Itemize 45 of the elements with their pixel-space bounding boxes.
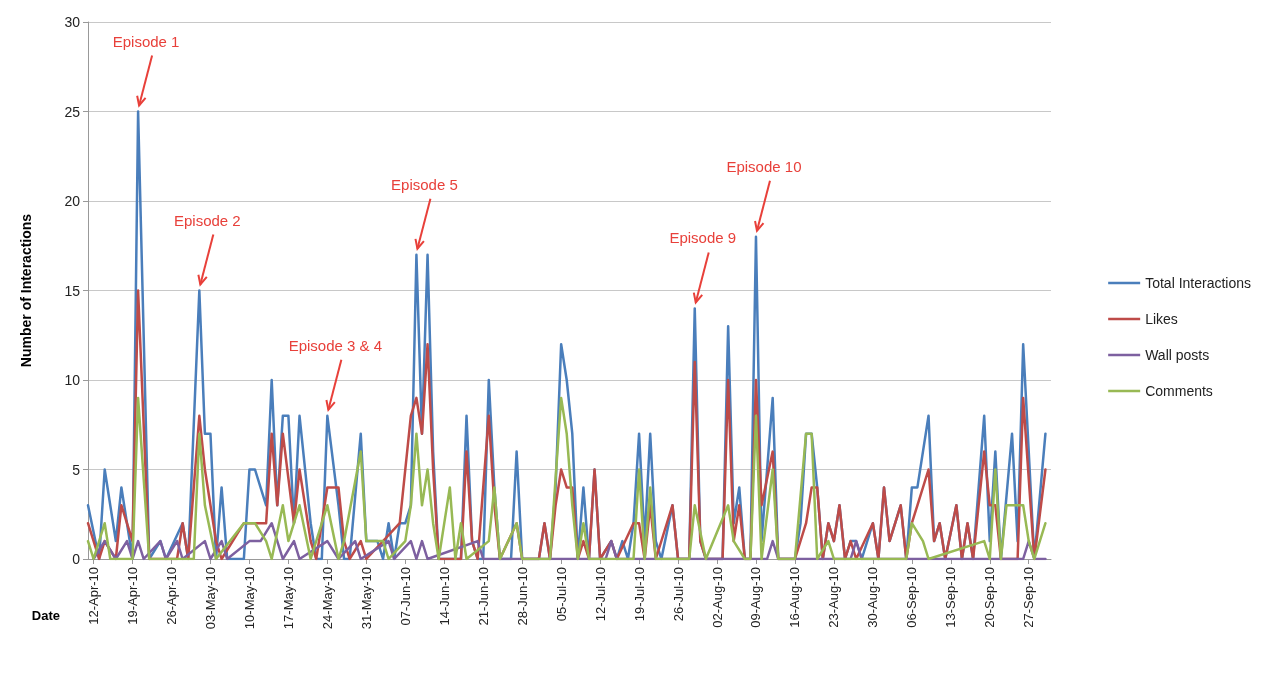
- x-tick-label: 30-Aug-10: [865, 567, 881, 628]
- legend-label: Comments: [1145, 383, 1213, 399]
- x-tick-label: 19-Apr-10: [125, 567, 141, 625]
- legend-label: Total Interactions: [1145, 275, 1252, 291]
- x-tick-label: 12-Apr-10: [86, 567, 102, 625]
- x-tick-label: 21-Jun-10: [475, 567, 491, 626]
- y-tick-label: 20: [64, 193, 81, 209]
- legend-label: Likes: [1145, 311, 1178, 327]
- annotation: Episode 1: [112, 32, 180, 50]
- x-tick-label: 13-Sep-10: [943, 567, 959, 628]
- x-tick-label: 31-May-10: [358, 567, 374, 630]
- annotation: Episode 2: [173, 211, 241, 229]
- x-tick-label: 06-Sep-10: [904, 567, 920, 628]
- x-tick-label: 14-Jun-10: [436, 567, 452, 626]
- x-tick-label: 19-Jul-10: [631, 567, 647, 622]
- x-tick-label: 17-May-10: [280, 567, 296, 630]
- x-tick-label: 24-May-10: [319, 567, 335, 630]
- x-tick-label: 09-Aug-10: [748, 567, 764, 628]
- x-tick-label: 10-May-10: [241, 567, 257, 630]
- x-tick-label: 23-Aug-10: [826, 567, 842, 628]
- x-tick-label: 03-May-10: [202, 567, 218, 630]
- x-tick-label: 16-Aug-10: [787, 567, 803, 628]
- x-tick-label: 27-Sep-10: [1021, 567, 1037, 628]
- y-tick-label: 30: [64, 14, 81, 30]
- x-tick-label: 26-Apr-10: [164, 567, 179, 625]
- x-tick-label: 20-Sep-10: [982, 567, 998, 628]
- x-tick-label: 02-Aug-10: [709, 567, 725, 628]
- x-tick-label: 05-Jul-10: [553, 567, 569, 622]
- y-tick-label: 5: [72, 461, 81, 478]
- x-tick-label: 07-Jun-10: [397, 567, 413, 626]
- x-tick-label: 12-Jul-10: [592, 567, 608, 622]
- y-axis-title: Number of Interactions: [18, 213, 34, 368]
- annotation: Episode 9: [669, 229, 737, 247]
- x-tick-label: 28-Jun-10: [514, 567, 530, 626]
- y-tick-label: 0: [72, 551, 81, 567]
- line-series: [86, 396, 1047, 561]
- annotation: Episode 5: [391, 175, 458, 193]
- y-tick-label: 10: [64, 372, 81, 388]
- annotation: Episode 10: [726, 157, 802, 175]
- annotation: Episode 3 & 4: [288, 336, 383, 354]
- y-tick-label: 15: [64, 282, 81, 299]
- x-tick-label: 26-Jul-10: [670, 567, 686, 622]
- legend-label: Wall posts: [1145, 347, 1210, 363]
- y-tick-label: 25: [64, 103, 81, 120]
- x-axis-title: Date: [31, 608, 60, 623]
